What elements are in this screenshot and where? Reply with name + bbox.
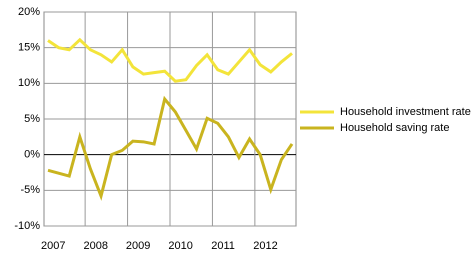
x-tick-label: 2011 bbox=[211, 240, 235, 252]
series-line bbox=[47, 37, 293, 83]
legend-label: Household saving rate bbox=[340, 122, 449, 134]
x-tick-label: 2012 bbox=[253, 240, 277, 252]
y-tick-label: 20% bbox=[18, 6, 40, 18]
y-tick-label: 5% bbox=[24, 113, 40, 125]
y-tick-label: -10% bbox=[14, 220, 40, 232]
x-tick-label: 2009 bbox=[126, 240, 150, 252]
x-tick-label: 2008 bbox=[83, 240, 107, 252]
x-tick-label: 2007 bbox=[41, 240, 65, 252]
y-tick-label: 15% bbox=[18, 42, 40, 54]
y-tick-label: -5% bbox=[20, 184, 40, 196]
y-tick-label: 10% bbox=[18, 77, 40, 89]
series-line bbox=[47, 95, 294, 201]
x-tick-label: 2010 bbox=[168, 240, 192, 252]
y-tick-label: 0% bbox=[24, 149, 40, 161]
legend-label: Household investment rate bbox=[340, 106, 471, 118]
